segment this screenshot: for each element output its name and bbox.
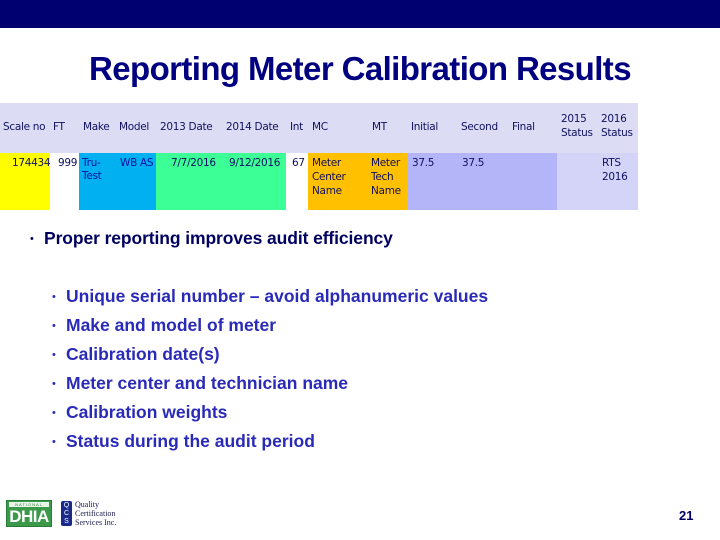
header-2013-date: 2013 Date [160, 121, 213, 133]
qcs-line-2: Certification [75, 509, 116, 518]
cell-int: 67 [292, 157, 305, 169]
header-mc: MC [312, 121, 328, 133]
qcs-logo-icon: QCS [61, 501, 72, 526]
header-make: Make [83, 121, 110, 133]
header-2015-status-l2: Status [561, 127, 593, 139]
cell-bg-mc-mt [308, 153, 408, 210]
sub-bullet-text: Meter center and technician name [66, 373, 349, 393]
bullet-icon: • [52, 378, 56, 391]
cell-mc-l2: Center [312, 171, 346, 183]
sub-bullet-text: Calibration date(s) [66, 344, 220, 364]
cell-initial: 37.5 [412, 157, 435, 169]
sub-bullet-item: • Calibration date(s) [52, 343, 488, 372]
cell-bg-dates [156, 153, 286, 210]
qcs-line-1: Quality [75, 500, 99, 509]
header-2015-status-l1: 2015 [561, 113, 587, 125]
cell-mt-l2: Tech [371, 171, 394, 183]
header-2016-status-l1: 2016 [601, 113, 627, 125]
dhia-logo-text: DHIA [9, 507, 49, 526]
page-number: 21 [679, 508, 694, 523]
header-initial: Initial [411, 121, 438, 133]
cell-2013-date: 7/7/2016 [171, 157, 216, 169]
bullet-icon: • [52, 407, 56, 420]
bullet-icon: • [52, 436, 56, 449]
cell-mt-l3: Name [371, 185, 401, 197]
table-header-band [0, 103, 638, 153]
bullet-icon: • [52, 320, 56, 333]
sub-bullet-text: Calibration weights [66, 402, 228, 422]
cell-second: 37.5 [462, 157, 485, 169]
bullet-icon: • [52, 291, 56, 304]
dhia-logo-top: NATIONAL [9, 502, 49, 507]
cell-mc-l1: Meter [312, 157, 341, 169]
qcs-logo-text: Quality Certification Services Inc. [75, 500, 116, 527]
header-scale-no: Scale no [3, 121, 46, 133]
cell-2016-status-l1: RTS [602, 157, 621, 169]
top-bar [0, 0, 720, 28]
bullet-icon: • [52, 349, 56, 362]
header-int: Int [290, 121, 303, 133]
header-second: Second [461, 121, 498, 133]
header-2014-date: 2014 Date [226, 121, 279, 133]
sub-bullet-text: Make and model of meter [66, 315, 277, 335]
cell-2016-status-l2: 2016 [602, 171, 628, 183]
cell-mc-l3: Name [312, 185, 342, 197]
dhia-logo: NATIONAL DHIA [6, 500, 52, 527]
bullet-icon: • [30, 233, 34, 246]
header-final: Final [512, 121, 535, 133]
sub-bullet-list: • Unique serial number – avoid alphanumer… [52, 285, 488, 459]
cell-bg-status [557, 153, 638, 210]
header-mt: MT [372, 121, 387, 133]
slide-title: Reporting Meter Calibration Results [89, 50, 632, 87]
header-model: Model [119, 121, 150, 133]
header-ft: FT [53, 121, 65, 133]
cell-make-l1: Tru- [82, 157, 101, 169]
cell-make-l2: Test [82, 170, 102, 182]
cell-2014-date: 9/12/2016 [229, 157, 281, 169]
cell-bg-weights [408, 153, 557, 210]
sub-bullet-item: • Calibration weights [52, 401, 488, 430]
cell-model: WB AS [120, 157, 154, 169]
cell-bg-scale-no [0, 153, 50, 210]
cell-mt-l1: Meter [371, 157, 400, 169]
header-2016-status-l2: Status [601, 127, 633, 139]
sub-bullet-item: • Unique serial number – avoid alphanumer… [52, 285, 488, 314]
sub-bullet-item: • Meter center and technician name [52, 372, 488, 401]
sub-bullet-item: • Status during the audit period [52, 430, 488, 459]
sub-bullet-item: • Make and model of meter [52, 314, 488, 343]
cell-bg-make-model [79, 153, 156, 210]
cell-scale-no: 174434 [12, 157, 51, 169]
calibration-table: Scale no FT Make Model 2013 Date 2014 Da… [0, 103, 638, 210]
sub-bullet-text: Unique serial number – avoid alphanumeri… [66, 286, 489, 306]
cell-ft: 999 [58, 157, 78, 169]
sub-bullet-text: Status during the audit period [66, 431, 315, 451]
main-bullet: • Proper reporting improves audit efficie… [30, 228, 393, 249]
qcs-line-3: Services Inc. [75, 518, 117, 527]
main-bullet-text: Proper reporting improves audit efficien… [44, 228, 393, 248]
